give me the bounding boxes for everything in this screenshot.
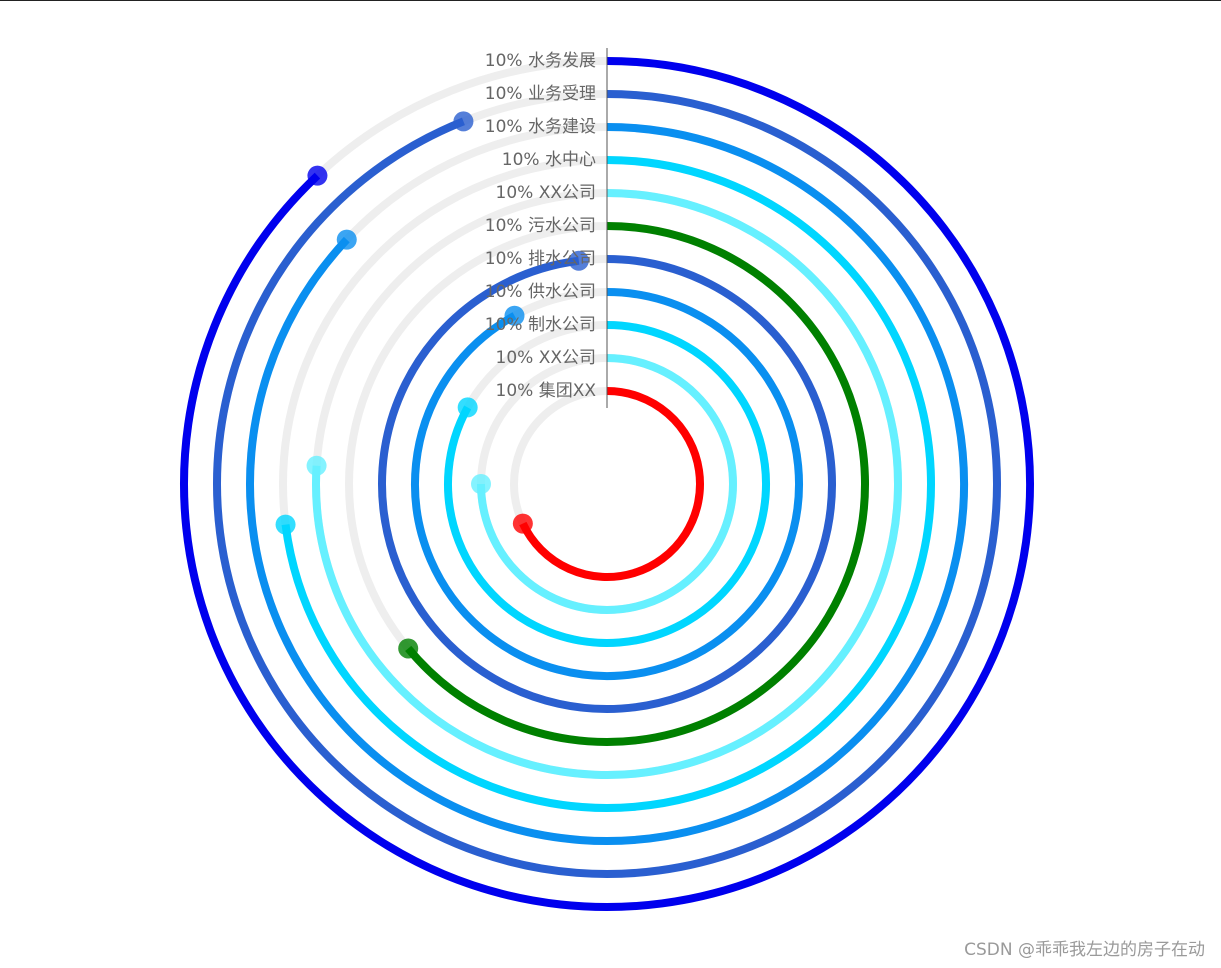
ring-bars	[180, 57, 1034, 911]
ring-bar-endpoint-9	[453, 111, 474, 132]
ring-bar-endpoint-1	[471, 474, 491, 494]
ring-bar-endpoint-5	[398, 638, 419, 659]
ring-label-6: 10% XX公司	[496, 183, 596, 203]
ring-bar-4[interactable]	[378, 255, 836, 713]
ring-bar-10[interactable]	[180, 57, 1034, 911]
ring-labels: 10% 集团XX 10% XX公司 10% 制水公司 10% 供水公司 10% 排水公司…	[485, 51, 597, 401]
watermark: CSDN @乖乖我左边的房子在动	[964, 940, 1205, 960]
ring-label-2: 10% 制水公司	[485, 315, 596, 335]
ring-bar-endpoint-6	[306, 455, 327, 476]
ring-bar-endpoint-0	[512, 513, 533, 534]
ring-label-0: 10% 集团XX	[496, 381, 597, 401]
ring-bar-endpoint-7	[275, 514, 296, 535]
ring-bar-endpoint-10	[307, 165, 328, 186]
ring-label-9: 10% 业务受理	[485, 84, 596, 104]
ring-bar-2[interactable]	[444, 321, 770, 647]
ring-bar-endpoint-4	[568, 250, 589, 271]
ring-bar-6[interactable]	[312, 189, 902, 779]
ring-label-5: 10% 污水公司	[485, 216, 596, 236]
ring-bar-endpoint-8	[336, 229, 357, 250]
ring-bar-5[interactable]	[405, 222, 869, 746]
ring-label-8: 10% 水务建设	[485, 117, 596, 137]
ring-label-10: 10% 水务发展	[485, 51, 596, 71]
top-border	[0, 0, 1221, 1]
ring-bar-7[interactable]	[281, 156, 935, 812]
ring-bar-endpoint-3	[504, 305, 525, 326]
ring-bar-3[interactable]	[411, 288, 803, 680]
ring-label-3: 10% 供水公司	[485, 282, 596, 302]
ring-label-4: 10% 排水公司	[485, 249, 596, 269]
ring-label-7: 10% 水中心	[502, 150, 596, 170]
ring-bar-9[interactable]	[213, 90, 1001, 878]
ring-bar-1[interactable]	[477, 354, 737, 614]
ring-label-1: 10% XX公司	[496, 348, 596, 368]
ring-bar-8[interactable]	[246, 123, 968, 845]
ring-bar-endpoint-2	[457, 397, 478, 418]
ring-bar-0[interactable]	[519, 387, 704, 581]
